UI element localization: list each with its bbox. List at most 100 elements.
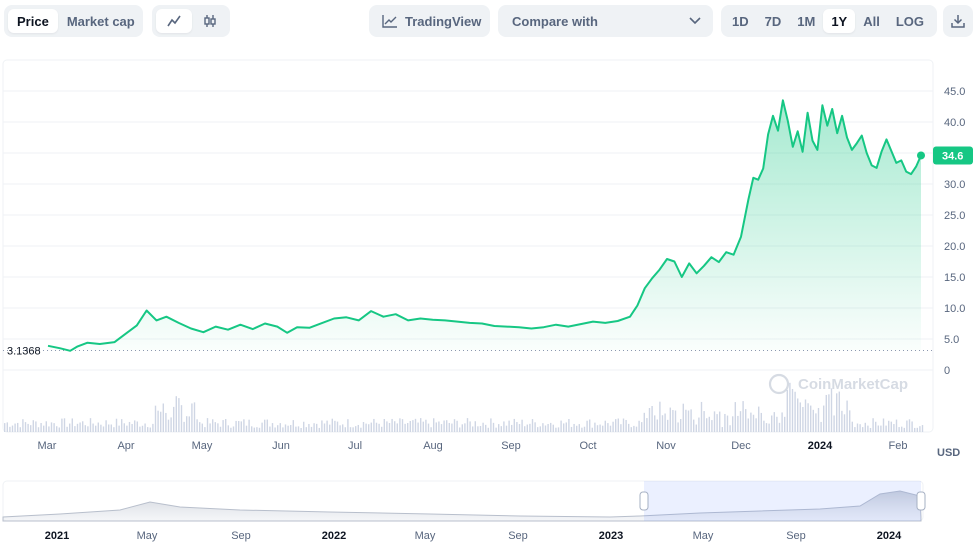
range-1m-button[interactable]: 1M bbox=[797, 13, 816, 29]
volume-bar bbox=[680, 419, 682, 432]
volume-bar bbox=[134, 420, 136, 432]
download-icon bbox=[951, 15, 965, 28]
volume-bar bbox=[183, 421, 185, 432]
volume-bar bbox=[661, 415, 664, 432]
range-1y-button[interactable]: 1Y bbox=[823, 9, 856, 33]
volume-bar bbox=[303, 421, 305, 432]
volume-bar bbox=[456, 420, 458, 432]
log-scale-button[interactable]: LOG bbox=[895, 13, 925, 29]
volume-bar bbox=[435, 422, 437, 432]
volume-bar bbox=[37, 427, 40, 432]
y-tick-label: 45.0 bbox=[944, 86, 965, 98]
tradingview-button[interactable]: TradingView bbox=[369, 5, 490, 37]
volume-bar bbox=[368, 424, 370, 432]
volume-bar bbox=[186, 416, 188, 432]
volume-bar bbox=[843, 414, 846, 432]
compare-with-select[interactable]: Compare with bbox=[498, 5, 713, 37]
volume-bar bbox=[820, 421, 822, 432]
volume-bar bbox=[102, 426, 105, 432]
navigator-tick-label: 2022 bbox=[322, 530, 346, 542]
volume-bar bbox=[706, 418, 708, 432]
volume-bar bbox=[651, 406, 653, 432]
tab-price[interactable]: Price bbox=[8, 9, 58, 33]
line-chart-icon bbox=[167, 15, 181, 27]
volume-bar bbox=[737, 415, 739, 432]
navigator-handle[interactable] bbox=[916, 491, 926, 511]
volume-bar bbox=[674, 410, 677, 432]
volume-bar bbox=[222, 420, 224, 432]
volume-bar bbox=[355, 426, 357, 432]
volume-bar bbox=[469, 421, 471, 432]
volume-bar bbox=[747, 418, 749, 432]
volume-bar bbox=[123, 423, 125, 432]
volume-bar bbox=[687, 410, 690, 432]
volume-bar bbox=[568, 418, 570, 432]
download-button[interactable] bbox=[943, 5, 973, 37]
chevron-down-icon bbox=[689, 17, 701, 25]
volume-bar bbox=[495, 427, 497, 432]
volume-bar bbox=[235, 420, 237, 432]
volume-bar bbox=[277, 425, 279, 432]
y-tick-label: 25.0 bbox=[944, 210, 965, 222]
range-all-button[interactable]: All bbox=[863, 13, 880, 29]
volume-bar bbox=[71, 418, 73, 432]
volume-bar bbox=[108, 424, 110, 432]
volume-bar bbox=[869, 427, 872, 432]
volume-bar bbox=[100, 424, 102, 432]
volume-bar bbox=[695, 424, 697, 432]
volume-bar bbox=[563, 423, 565, 432]
candlestick-chart-button[interactable] bbox=[192, 9, 228, 33]
volume-bar bbox=[170, 417, 172, 432]
volume-bar bbox=[823, 405, 825, 432]
volume-bar bbox=[713, 411, 716, 432]
volume-bar bbox=[919, 426, 921, 432]
volume-bar bbox=[191, 403, 193, 432]
volume-bar bbox=[856, 423, 859, 432]
y-tick-label: 30.0 bbox=[944, 179, 965, 191]
volume-bar bbox=[147, 427, 149, 432]
volume-bar bbox=[726, 415, 729, 432]
y-tick-label: 40.0 bbox=[944, 117, 965, 129]
volume-bar bbox=[570, 426, 573, 432]
volume-bar bbox=[615, 419, 617, 432]
volume-bar bbox=[635, 426, 638, 432]
x-tick-label: Mar bbox=[38, 440, 57, 452]
volume-bar bbox=[17, 422, 19, 432]
volume-bar bbox=[698, 417, 700, 432]
volume-bar bbox=[279, 423, 281, 432]
start-price-label: 3.1368 bbox=[7, 346, 41, 358]
volume-bar bbox=[521, 419, 523, 432]
volume-bar bbox=[448, 422, 450, 432]
navigator-handle[interactable] bbox=[639, 491, 649, 511]
range-1d-button[interactable]: 1D bbox=[732, 13, 749, 29]
volume-bar bbox=[344, 427, 346, 432]
range-group: 1D 7D 1M 1Y All LOG bbox=[721, 5, 937, 37]
line-chart-button[interactable] bbox=[156, 9, 192, 33]
volume-bar bbox=[61, 418, 63, 432]
volume-bar bbox=[43, 425, 45, 432]
volume-bar bbox=[50, 422, 53, 432]
volume-bar bbox=[765, 423, 768, 432]
volume-bar bbox=[27, 423, 29, 432]
volume-bar bbox=[758, 406, 760, 432]
navigator-tick-label: Sep bbox=[231, 530, 251, 542]
compare-with-label: Compare with bbox=[512, 13, 598, 29]
range-7d-button[interactable]: 7D bbox=[764, 13, 782, 29]
volume-bar bbox=[292, 420, 294, 432]
volume-bar bbox=[492, 422, 495, 432]
volume-bar bbox=[414, 418, 417, 432]
volume-bar bbox=[175, 396, 177, 432]
x-tick-label: Nov bbox=[656, 440, 676, 452]
volume-bar bbox=[789, 382, 791, 432]
volume-bar bbox=[466, 418, 469, 432]
price-line bbox=[47, 99, 922, 352]
tab-market-cap[interactable]: Market cap bbox=[66, 13, 135, 29]
volume-bar bbox=[664, 413, 666, 432]
navigator-tick-label: 2021 bbox=[45, 530, 69, 542]
volume-bar bbox=[9, 426, 11, 432]
volume-bar bbox=[115, 418, 118, 432]
volume-bar bbox=[677, 422, 679, 432]
volume-bar bbox=[791, 388, 794, 432]
navigator-selection[interactable] bbox=[644, 481, 921, 521]
